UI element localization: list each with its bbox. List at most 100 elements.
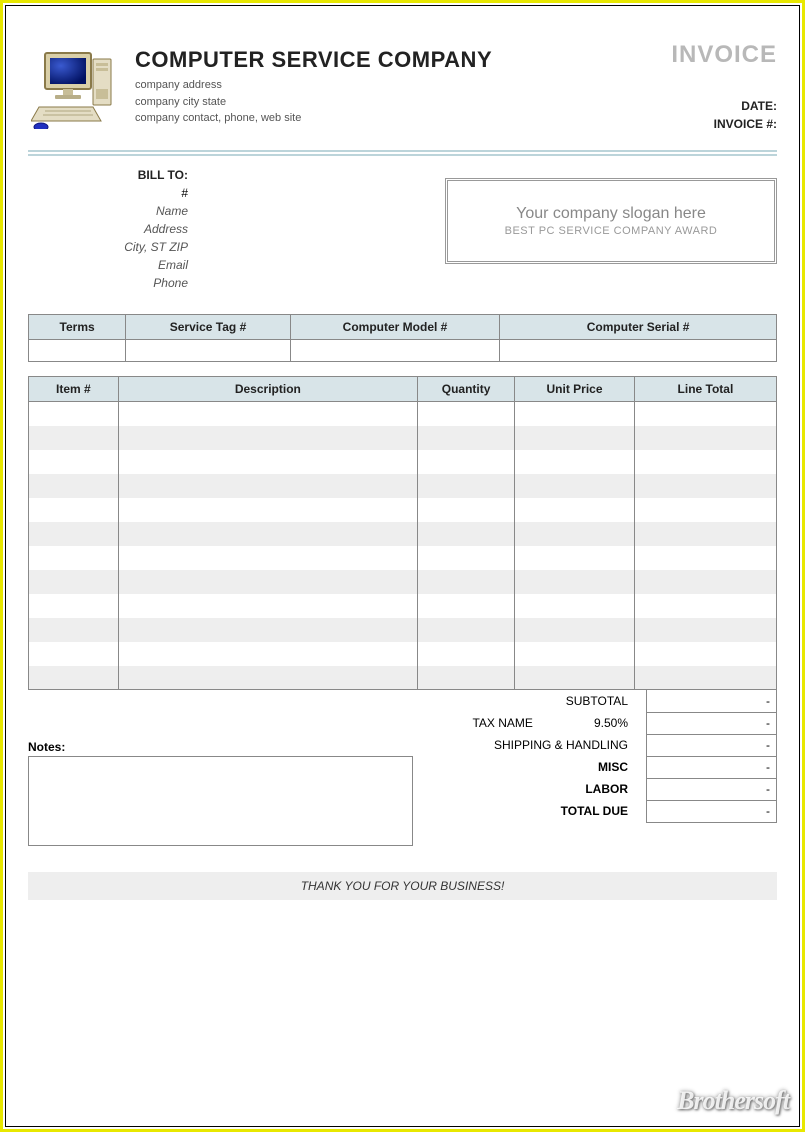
line-cell[interactable]: [29, 522, 119, 546]
line-cell[interactable]: [634, 498, 776, 522]
line-cell[interactable]: [634, 450, 776, 474]
shipping-label: SHIPPING & HANDLING: [413, 734, 647, 756]
line-cell[interactable]: [515, 570, 635, 594]
line-cell[interactable]: [29, 450, 119, 474]
line-cell[interactable]: [29, 570, 119, 594]
line-row: [29, 474, 777, 498]
line-row: [29, 618, 777, 642]
slogan-box: Your company slogan here BEST PC SERVICE…: [445, 178, 777, 264]
labor-label: LABOR: [413, 778, 647, 800]
bill-to-phone: Phone: [28, 274, 188, 292]
line-cell[interactable]: [515, 450, 635, 474]
bill-to-name: Name: [28, 202, 188, 220]
notes-label: Notes:: [28, 740, 413, 754]
line-cell[interactable]: [515, 402, 635, 426]
notes-box[interactable]: [28, 756, 413, 846]
line-cell[interactable]: [417, 666, 514, 690]
line-cell[interactable]: [634, 474, 776, 498]
line-cell[interactable]: [29, 594, 119, 618]
line-cell[interactable]: [29, 474, 119, 498]
info-cell-1[interactable]: [126, 340, 291, 362]
line-cell[interactable]: [417, 594, 514, 618]
line-cell[interactable]: [29, 546, 119, 570]
line-cell[interactable]: [515, 522, 635, 546]
company-address: company address: [135, 77, 605, 94]
line-cell[interactable]: [515, 426, 635, 450]
line-cell[interactable]: [118, 570, 417, 594]
line-cell[interactable]: [634, 642, 776, 666]
watermark: Brothersoft: [677, 1086, 789, 1116]
line-cell[interactable]: [417, 570, 514, 594]
bill-to-number: #: [28, 184, 188, 202]
line-cell[interactable]: [118, 474, 417, 498]
line-cell[interactable]: [417, 402, 514, 426]
info-cell-0[interactable]: [29, 340, 126, 362]
line-cell[interactable]: [29, 642, 119, 666]
misc-value: -: [647, 756, 777, 778]
line-cell[interactable]: [417, 522, 514, 546]
total-value: -: [647, 800, 777, 822]
line-cell[interactable]: [118, 594, 417, 618]
slogan-sub: BEST PC SERVICE COMPANY AWARD: [458, 225, 764, 237]
tax-label: TAX NAME: [413, 712, 551, 734]
line-cell[interactable]: [515, 546, 635, 570]
line-cell[interactable]: [417, 546, 514, 570]
line-col-4: Line Total: [634, 377, 776, 402]
line-cell[interactable]: [417, 618, 514, 642]
line-cell[interactable]: [29, 666, 119, 690]
line-cell[interactable]: [29, 426, 119, 450]
line-cell[interactable]: [515, 498, 635, 522]
line-cell[interactable]: [29, 618, 119, 642]
slogan-main: Your company slogan here: [458, 205, 764, 223]
line-cell[interactable]: [118, 498, 417, 522]
line-cell[interactable]: [417, 426, 514, 450]
line-cell[interactable]: [634, 426, 776, 450]
line-cell[interactable]: [118, 402, 417, 426]
date-label: DATE:: [617, 97, 777, 115]
line-cell[interactable]: [634, 522, 776, 546]
line-cell[interactable]: [634, 666, 776, 690]
line-cell[interactable]: [515, 666, 635, 690]
line-cell[interactable]: [417, 450, 514, 474]
company-contact: company contact, phone, web site: [135, 110, 605, 127]
line-cell[interactable]: [118, 642, 417, 666]
line-cell[interactable]: [29, 402, 119, 426]
line-row: [29, 642, 777, 666]
line-cell[interactable]: [515, 642, 635, 666]
line-cell[interactable]: [634, 546, 776, 570]
line-cell[interactable]: [29, 498, 119, 522]
line-cell[interactable]: [417, 642, 514, 666]
line-cell[interactable]: [118, 522, 417, 546]
line-row: [29, 450, 777, 474]
line-cell[interactable]: [417, 474, 514, 498]
line-header-row: Item #DescriptionQuantityUnit PriceLine …: [29, 377, 777, 402]
header-divider: [28, 150, 777, 156]
line-cell[interactable]: [417, 498, 514, 522]
company-block: COMPUTER SERVICE COMPANY company address…: [135, 41, 605, 127]
info-cell-3[interactable]: [500, 340, 777, 362]
line-row: [29, 426, 777, 450]
line-cell[interactable]: [515, 618, 635, 642]
line-cell[interactable]: [634, 570, 776, 594]
summary-area: Notes: SUBTOTAL - TAX NAME 9.50% - SHIPP…: [28, 690, 777, 846]
line-cell[interactable]: [118, 618, 417, 642]
bill-to-city: City, ST ZIP: [28, 238, 188, 256]
summary-column: SUBTOTAL - TAX NAME 9.50% - SHIPPING & H…: [413, 690, 777, 846]
line-cell[interactable]: [634, 402, 776, 426]
line-cell[interactable]: [118, 426, 417, 450]
line-cell[interactable]: [515, 594, 635, 618]
invoice-no-label: INVOICE #:: [617, 115, 777, 133]
tax-pct: 9.50%: [551, 712, 647, 734]
line-cell[interactable]: [515, 474, 635, 498]
info-data-row: [29, 340, 777, 362]
line-cell[interactable]: [634, 618, 776, 642]
info-table: TermsService Tag #Computer Model #Comput…: [28, 314, 777, 362]
line-items-body: [29, 402, 777, 690]
line-cell[interactable]: [118, 666, 417, 690]
line-row: [29, 498, 777, 522]
line-cell[interactable]: [118, 546, 417, 570]
line-items-table: Item #DescriptionQuantityUnit PriceLine …: [28, 376, 777, 690]
line-cell[interactable]: [634, 594, 776, 618]
line-cell[interactable]: [118, 450, 417, 474]
info-cell-2[interactable]: [290, 340, 499, 362]
